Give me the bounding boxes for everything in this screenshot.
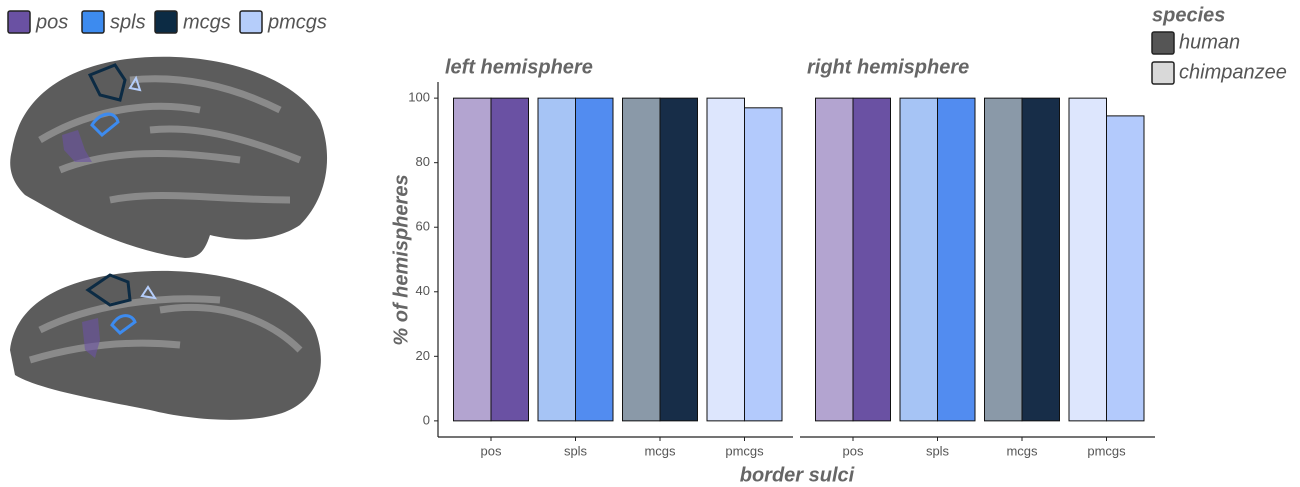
legend-swatch [1152,32,1174,54]
legend-label: spls [110,11,146,33]
legend-swatch [155,11,177,33]
x-tick-label: pos [481,443,502,458]
bar [491,98,529,421]
y-axis-title: % of hemispheres [390,174,412,345]
x-axis-title: border sulci [740,464,855,486]
x-tick-label: mcgs [644,443,676,458]
x-tick-label: mcgs [1006,443,1038,458]
x-tick-label: pos [843,443,864,458]
x-tick-label: pmcgs [1087,443,1126,458]
y-tick-label: 80 [416,154,430,169]
bar [938,98,976,421]
legend-label: mcgs [183,11,231,33]
legend-title: species [1152,4,1225,26]
bar [1107,116,1145,421]
legend-label: pmcgs [267,11,327,33]
x-tick-label: pmcgs [725,443,764,458]
bar [853,98,891,421]
bar [538,98,576,421]
bar [623,98,661,421]
brain-illustrations [10,57,327,420]
bar [1022,98,1060,421]
bar [660,98,698,421]
y-tick-label: 0 [423,412,430,427]
bar [816,98,854,421]
bar [985,98,1023,421]
bar [454,98,492,421]
bar [1069,98,1107,421]
legend-swatch [1152,62,1174,84]
legend-label: human [1179,31,1240,53]
figure: border sulci % of hemispheres species po… [0,0,1300,487]
panel-title: right hemisphere [807,56,969,78]
y-tick-label: 20 [416,348,430,363]
legend-label: chimpanzee [1179,61,1287,83]
bar [900,98,938,421]
legend-swatch [240,11,262,33]
x-tick-label: spls [926,443,950,458]
bar [745,108,783,421]
y-tick-label: 60 [416,219,430,234]
bar [707,98,745,421]
x-tick-label: spls [564,443,588,458]
y-tick-label: 40 [416,283,430,298]
legend-swatch [8,11,30,33]
legend-label: pos [35,11,68,33]
panel-title: left hemisphere [445,56,593,78]
brain-lateral [10,57,327,258]
bar [576,98,614,421]
y-tick-label: 100 [408,90,430,105]
legend-swatch [82,11,104,33]
